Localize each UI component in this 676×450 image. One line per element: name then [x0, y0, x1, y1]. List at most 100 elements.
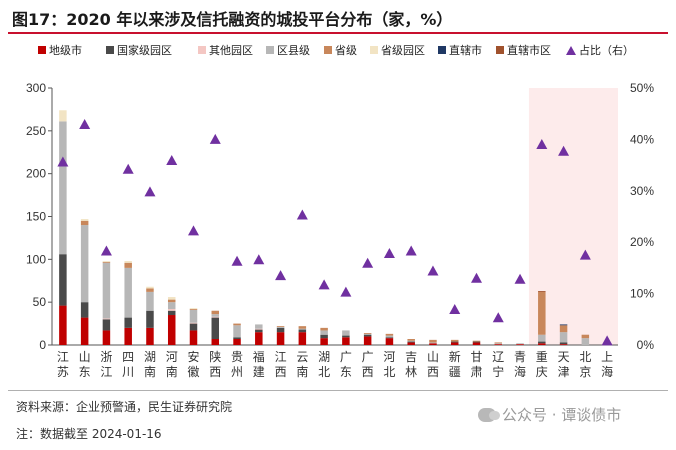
legend-item-3: 其他园区: [198, 42, 253, 58]
x-tick-label: 陕西: [209, 349, 221, 379]
bar-segment: [385, 337, 394, 339]
bar-segment: [407, 340, 415, 342]
x-tick-label: 重庆: [536, 350, 548, 379]
x-tick-label: 青海: [514, 350, 526, 379]
y-left-tick-label: 150: [26, 210, 46, 224]
bar-segment: [124, 267, 132, 318]
x-tick-label: 河北: [383, 350, 395, 379]
legend-item-1: 地级市: [38, 42, 82, 58]
x-tick-label: 福建: [253, 349, 265, 379]
x-tick-label: 湖北: [318, 349, 330, 379]
share-marker: [100, 245, 112, 256]
bar-segment: [255, 328, 263, 330]
x-tick-label: 贵州: [231, 350, 243, 379]
bar-segment: [559, 342, 568, 345]
share-marker: [362, 257, 374, 268]
bar-segment: [538, 291, 546, 335]
share-marker: [340, 286, 352, 297]
share-marker: [449, 304, 461, 315]
y-right-tick-label: 20%: [630, 235, 654, 249]
x-tick-label: 山西: [427, 350, 439, 379]
bar-segment: [472, 340, 481, 342]
bar-segment: [320, 327, 328, 331]
legend: 地级市 国家级园区 其他园区 区县级 省级 省级园区 直辖市 直辖市区 占比（右…: [38, 42, 638, 60]
share-marker: [122, 163, 134, 174]
bar-segment: [102, 330, 111, 345]
y-left-tick-label: 250: [26, 124, 46, 138]
bar-segment: [342, 330, 350, 336]
legend-item-5: 省级: [324, 42, 357, 58]
bar-segment: [233, 339, 241, 345]
y-right-tick-label: 30%: [630, 184, 654, 198]
legend-label-9: 占比（右）: [579, 44, 634, 57]
bar-segment: [80, 225, 89, 303]
bar-segment: [189, 330, 198, 345]
legend-label-4: 区县级: [277, 44, 310, 57]
x-tick-label: 上海: [601, 350, 613, 379]
bar-segment: [559, 324, 568, 326]
bar-segment: [516, 343, 524, 345]
bar-segment: [276, 327, 285, 328]
bar-segment: [102, 261, 111, 262]
bar-segment: [276, 326, 285, 328]
share-marker: [231, 255, 243, 266]
y-right-tick-label: 40%: [630, 132, 654, 146]
bar-segment: [538, 334, 546, 342]
bar-segment: [559, 332, 568, 343]
bar-segment: [450, 341, 459, 343]
legend-item-4: 区县级: [266, 42, 310, 58]
bar-segment: [385, 335, 394, 338]
bar-segment: [494, 344, 503, 345]
bar-segment: [538, 343, 546, 345]
bar-segment: [124, 317, 132, 328]
share-marker: [514, 273, 526, 284]
share-marker: [471, 272, 482, 283]
bar-segment: [167, 302, 176, 310]
bar-segment: [516, 344, 524, 345]
bar-segment: [276, 332, 285, 345]
legend-item-2: 国家级园区: [106, 42, 172, 58]
legend-item-9: 占比（右）: [566, 42, 634, 58]
bar-segment: [189, 322, 198, 324]
y-left-tick-label: 100: [26, 252, 46, 266]
share-marker: [275, 270, 287, 281]
bar-segment: [342, 335, 350, 338]
bar-segment: [102, 319, 111, 331]
bar-segment: [407, 339, 415, 341]
bar-segment: [146, 288, 154, 292]
bar-segment: [342, 337, 350, 345]
legend-swatch-4: [266, 46, 274, 54]
bar-segment: [233, 337, 241, 340]
bar-segment: [233, 323, 241, 326]
y-right-tick-label: 50%: [630, 81, 654, 95]
legend-swatch-1: [38, 46, 46, 54]
bar-segment: [211, 314, 220, 317]
bar-segment: [494, 342, 503, 344]
bar-segment: [363, 336, 372, 345]
bar-segment: [59, 110, 67, 122]
x-tick-label: 浙江: [100, 350, 112, 379]
bar-segment: [320, 334, 328, 339]
bar-segment: [124, 261, 132, 263]
x-tick-label: 广西: [362, 350, 374, 379]
bar-segment: [363, 334, 372, 337]
footer-rule: [8, 390, 668, 391]
y-right-tick-label: 10%: [630, 287, 654, 301]
bar-segment: [298, 329, 307, 333]
bar-segment: [146, 291, 154, 311]
legend-swatch-6: [370, 46, 378, 54]
x-tick-label: 湖南: [144, 349, 156, 379]
legend-label-2: 国家级园区: [117, 44, 172, 57]
bar-segment: [429, 339, 437, 343]
legend-item-6: 省级园区: [370, 42, 425, 58]
share-marker: [57, 156, 69, 167]
x-tick-label: 四川: [122, 350, 134, 379]
bar-segment: [124, 327, 132, 345]
chart-title: 图17：2020 年以来涉及信托融资的城投平台分布（家，%）: [12, 10, 453, 29]
bar-segment: [211, 317, 220, 340]
bar-segment: [167, 297, 176, 300]
share-marker: [166, 154, 178, 165]
x-tick-label: 吉林: [405, 350, 417, 379]
bar-segment: [80, 219, 89, 221]
